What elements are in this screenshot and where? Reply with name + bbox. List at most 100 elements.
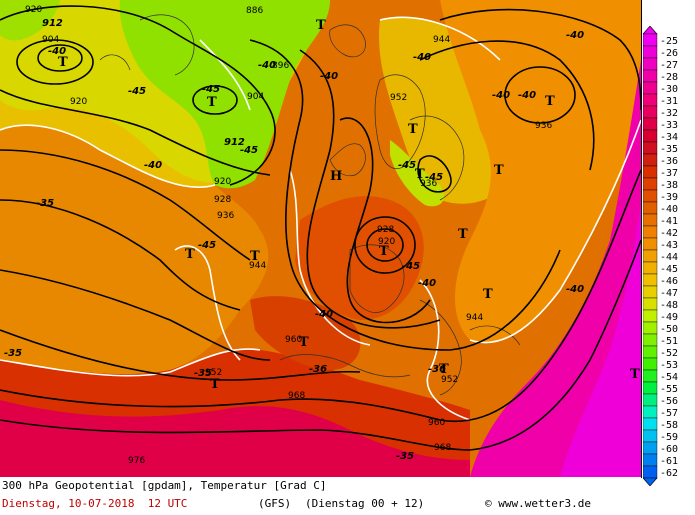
low-center: T xyxy=(210,377,220,392)
legend-swatch xyxy=(643,105,658,119)
legend-label: -45 xyxy=(660,264,678,275)
legend-label: -47 xyxy=(660,288,678,299)
geo-label: 944 xyxy=(249,261,266,271)
legend-swatch xyxy=(643,345,658,359)
weather-map: 920 912 904 920 886 896 904 912 920 928 … xyxy=(0,0,642,478)
temp-label: -45 xyxy=(425,172,443,183)
temp-label: -40 xyxy=(492,90,510,101)
legend-label: -62 xyxy=(660,468,678,479)
low-center: T xyxy=(379,244,389,259)
legend-label: -53 xyxy=(660,360,678,371)
legend-swatch xyxy=(643,225,658,239)
temp-label: -40 xyxy=(258,60,276,71)
low-center: T xyxy=(483,287,493,302)
legend-swatch xyxy=(643,153,658,167)
legend-label: -40 xyxy=(660,204,678,215)
legend-label: -55 xyxy=(660,384,678,395)
geo-label: 952 xyxy=(390,93,407,103)
temp-label: -45 xyxy=(402,261,420,272)
low-center: T xyxy=(439,362,449,377)
temp-label: -45 xyxy=(398,160,416,171)
legend-swatch xyxy=(643,441,658,455)
legend-label: -58 xyxy=(660,420,678,431)
legend-swatch xyxy=(643,45,658,59)
geo-label: 952 xyxy=(441,375,458,385)
legend-label: -31 xyxy=(660,96,678,107)
geo-label: 936 xyxy=(217,211,234,221)
geo-label: 944 xyxy=(466,313,483,323)
high-center: H xyxy=(330,169,342,184)
temp-label: -40 xyxy=(413,52,431,63)
map-title: 300 hPa Geopotential [gpdam], Temperatur… xyxy=(2,479,327,492)
temp-label: -40 xyxy=(566,30,584,41)
geo-label: 976 xyxy=(128,456,145,466)
cold-core-green xyxy=(119,0,330,189)
legend-swatch xyxy=(643,165,658,179)
legend-label: -52 xyxy=(660,348,678,359)
legend-label: -35 xyxy=(660,144,678,155)
legend-label: -60 xyxy=(660,444,678,455)
low-center: T xyxy=(494,163,504,178)
legend-label: -51 xyxy=(660,336,678,347)
geo-label: 896 xyxy=(272,61,289,71)
low-center: T xyxy=(250,249,260,264)
legend-label: -49 xyxy=(660,312,678,323)
legend-swatch xyxy=(643,33,658,47)
geo-label: 928 xyxy=(214,195,231,205)
temp-label: -35 xyxy=(36,198,54,209)
temp-label: -40 xyxy=(48,46,66,57)
geo-label: 928 xyxy=(377,225,394,235)
legend-swatch xyxy=(643,117,658,131)
legend-swatch xyxy=(643,237,658,251)
temp-label: -35 xyxy=(396,451,414,462)
legend-label: -30 xyxy=(660,84,678,95)
legend-swatch xyxy=(643,405,658,419)
legend-label: -37 xyxy=(660,168,678,179)
geo-label: 912 xyxy=(42,18,63,29)
legend-label: -43 xyxy=(660,240,678,251)
geo-label: 920 xyxy=(378,237,395,247)
temp-label: -40 xyxy=(144,160,162,171)
legend-label: -26 xyxy=(660,48,678,59)
legend-swatch xyxy=(643,417,658,431)
legend-label: -39 xyxy=(660,192,678,203)
legend-swatch xyxy=(643,201,658,215)
geo-label: 912 xyxy=(224,137,245,148)
legend-swatch xyxy=(643,333,658,347)
legend-swatch xyxy=(643,129,658,143)
legend-swatch xyxy=(643,369,658,383)
legend-label: -42 xyxy=(660,228,678,239)
legend-label: -38 xyxy=(660,180,678,191)
geo-label: 886 xyxy=(246,6,263,16)
legend-label: -56 xyxy=(660,396,678,407)
legend-label: -28 xyxy=(660,72,678,83)
legend-label: -50 xyxy=(660,324,678,335)
temp-label: -45 xyxy=(202,84,220,95)
color-legend: -25 -26 -27 -28 -30 -31 -32 -33 -34 -35 -36 -37 -38-… xyxy=(643,26,695,486)
low-center: T xyxy=(630,367,640,382)
legend-swatch xyxy=(643,213,658,227)
temp-label: -40 xyxy=(320,71,338,82)
copyright: © www.wetter3.de xyxy=(485,497,591,510)
legend-swatch xyxy=(643,429,658,443)
legend-label: -32 xyxy=(660,108,678,119)
legend-swatch xyxy=(643,69,658,83)
geo-label: 920 xyxy=(25,5,42,15)
geo-label: 944 xyxy=(433,35,450,45)
temp-label: -40 xyxy=(566,284,584,295)
legend-swatch xyxy=(643,285,658,299)
geo-label: 936 xyxy=(420,179,437,189)
geo-label: 960 xyxy=(285,335,302,345)
legend-swatch xyxy=(643,393,658,407)
legend-swatch xyxy=(643,81,658,95)
coastlines xyxy=(99,14,521,396)
legend-swatch xyxy=(643,141,658,155)
legend-label: -34 xyxy=(660,132,678,143)
legend-swatch xyxy=(643,297,658,311)
model-run: (Dienstag 00 + 12) xyxy=(305,497,425,510)
legend-swatch xyxy=(643,189,658,203)
temp-label: -40 xyxy=(518,90,536,101)
geo-label: 968 xyxy=(434,443,451,453)
legend-swatch xyxy=(643,309,658,323)
legend-label: -33 xyxy=(660,120,678,131)
